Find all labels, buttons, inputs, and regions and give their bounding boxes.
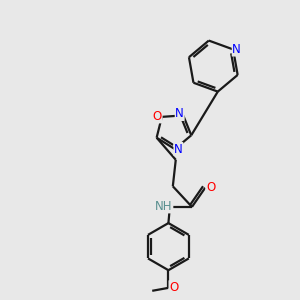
Text: O: O <box>169 281 178 294</box>
Text: O: O <box>153 110 162 123</box>
Text: N: N <box>175 107 184 120</box>
Text: O: O <box>206 181 215 194</box>
Text: NH: NH <box>155 200 173 213</box>
Text: N: N <box>174 142 183 156</box>
Text: N: N <box>232 43 241 56</box>
